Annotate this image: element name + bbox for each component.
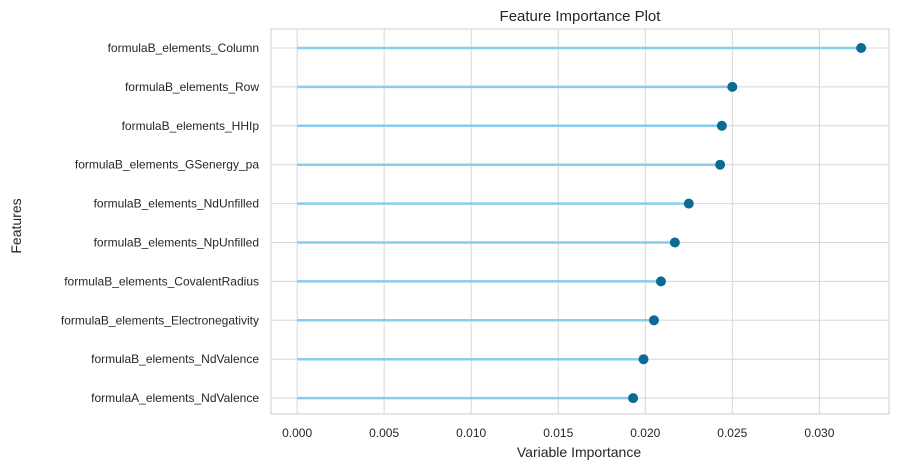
importance-marker — [669, 237, 680, 248]
dot-layer — [628, 43, 867, 404]
plot-background — [271, 29, 889, 414]
y-tick-labels: formulaB_elements_Column formulaB_element… — [61, 41, 259, 405]
x-tick-label: 0.005 — [369, 426, 399, 440]
importance-marker — [715, 159, 726, 170]
importance-marker — [856, 43, 867, 53]
y-tick-label: formulaB_elements_HHIp — [122, 119, 260, 133]
y-tick-label: formulaB_elements_CovalentRadius — [64, 274, 259, 288]
importance-marker — [648, 315, 659, 326]
y-axis-title: Features — [8, 198, 24, 253]
importance-marker — [638, 354, 649, 365]
importance-marker — [655, 276, 666, 287]
x-tick-label: 0.030 — [804, 426, 834, 440]
x-tick-labels: 0.000 0.005 0.010 0.015 0.020 0.025 0.030 — [282, 426, 835, 440]
importance-marker — [683, 198, 694, 209]
x-tick-label: 0.000 — [282, 426, 312, 440]
y-tick-label: formulaB_elements_NdValence — [91, 352, 259, 366]
y-tick-label: formulaB_elements_NdUnfilled — [94, 197, 259, 211]
stem-layer — [297, 46, 862, 400]
y-tick-label: formulaB_elements_Electronegativity — [61, 313, 259, 327]
x-tick-label: 0.025 — [717, 426, 747, 440]
importance-marker — [628, 393, 639, 404]
importance-marker — [716, 120, 727, 131]
y-tick-label: formulaB_elements_NpUnfilled — [94, 236, 259, 250]
y-tick-label: formulaB_elements_Row — [125, 80, 259, 94]
y-tick-label: formulaB_elements_GSenergy_pa — [75, 158, 259, 172]
x-tick-label: 0.020 — [630, 426, 660, 440]
chart-title: Feature Importance Plot — [500, 8, 662, 25]
x-tick-label: 0.015 — [543, 426, 573, 440]
plot-frame — [270, 28, 890, 415]
y-tick-label: formulaB_elements_Column — [108, 41, 259, 55]
importance-marker — [727, 81, 738, 92]
y-tick-label: formulaA_elements_NdValence — [91, 391, 259, 405]
x-tick-label: 0.010 — [456, 426, 486, 440]
x-axis-title: Variable Importance — [517, 444, 641, 460]
